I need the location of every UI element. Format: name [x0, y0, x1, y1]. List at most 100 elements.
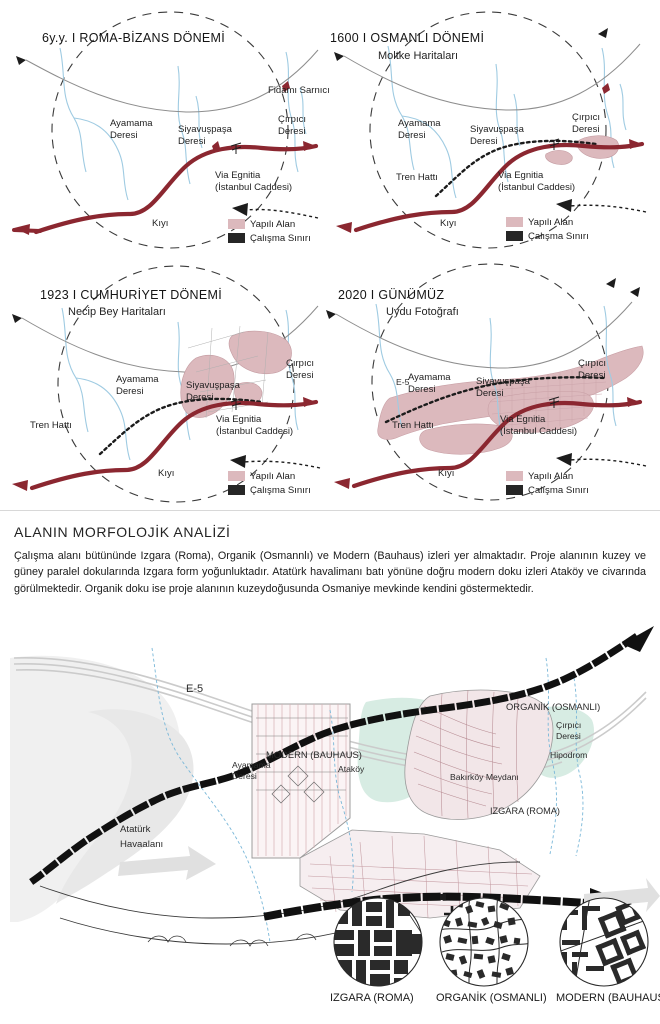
panel-2-subtitle: Moltke Haritaları	[378, 50, 459, 62]
big-site-map-svg	[10, 626, 660, 947]
label-deresi-c4: Deresi	[578, 369, 606, 381]
legend-swatch-boundary-1	[228, 233, 245, 243]
label-siyavuspasa-2: Siyavuşpaşa	[470, 124, 524, 135]
analysis-heading: ALANIN MORFOLOJİK ANALİZİ	[14, 524, 231, 540]
map-label-izgara-roma: IZGARA (ROMA)	[490, 806, 560, 816]
label-cirpici-1: Çırpıcı	[278, 114, 306, 125]
label-via-egnatia-text-2: Via Egnitia	[498, 170, 544, 181]
direction-arrow-3	[230, 455, 246, 468]
figure-ground-izgara: IZGARA (ROMA)	[330, 896, 428, 1004]
label-istanbul-caddesi-2: (İstanbul Caddesi)	[498, 181, 576, 193]
direction-arrow-4	[556, 453, 572, 466]
label-cirpici-deresi-1: Çırpıcı Deresi	[278, 114, 306, 137]
label-kiyi-2: Kıyı	[440, 218, 457, 229]
route-arrow-east-2	[629, 139, 642, 149]
figure-ground-caption-organik: ORGANİK (OSMANLI)	[436, 992, 547, 1004]
legend-panel-1: Yapılı Alan Çalışma Sınırı	[228, 218, 311, 246]
label-ayamama-deresi-4: Ayamama Deresi	[408, 372, 451, 395]
panel-3-subtitle: Necip Bey Haritaları	[68, 306, 166, 318]
direction-dotted-path-4	[569, 458, 647, 467]
label-via-egnatia-1: Via Egnitia (İstanbul Caddesi)	[215, 170, 292, 193]
stream-network-2	[387, 45, 627, 199]
route-tail-west	[12, 228, 42, 233]
legend-row-boundary-2: Çalışma Sınırı	[506, 230, 589, 242]
label-deresi-s3: Deresi	[186, 391, 214, 403]
old-coastline-2	[343, 43, 641, 111]
label-cirpici-deresi-3: Çırpıcı Deresi	[286, 358, 314, 381]
figure-ground-modern: MODERN (BAUHAUS	[556, 896, 660, 1004]
label-deresi-a4: Deresi	[408, 383, 436, 395]
study-boundary-dashed-upper	[29, 633, 639, 885]
legend-row-boundary-3: Çalışma Sınırı	[228, 484, 311, 496]
north-arrow-2b	[598, 28, 608, 38]
legend-swatch-boundary-2	[506, 231, 523, 241]
label-kiyi-3: Kıyı	[158, 468, 175, 479]
map-label-ayamama-big: Ayamama	[232, 760, 271, 770]
label-deresi-c2: Deresi	[572, 123, 600, 135]
panel-gunumuz-map	[326, 263, 647, 501]
route-arrow-east-3	[303, 397, 316, 407]
label-cirpici-deresi-2: Çırpıcı Deresi	[572, 112, 600, 135]
label-fidami-sarnici: Fidamı Sarnıcı	[268, 85, 330, 96]
figure-ground-row: IZGARA (ROMA)	[322, 896, 660, 1024]
legend-swatch-built-2	[506, 217, 523, 227]
label-istanbul-caddesi-1: (İstanbul Caddesi)	[215, 181, 293, 193]
tree-symbols-3	[230, 398, 242, 410]
legend-panel-4: Yapılı Alan Çalışma Sınırı	[506, 470, 589, 498]
north-arrows-4	[326, 278, 640, 319]
landmark-markers-2	[602, 83, 610, 94]
panel-roma-bizans-map	[12, 11, 319, 249]
label-deresi-a1: Deresi	[110, 129, 138, 141]
label-deresi-c3: Deresi	[286, 369, 314, 381]
panel-gunumuz: 2020 I GÜNÜMÜZ Uydu Fotoğrafı E-5 Ayamam…	[326, 262, 660, 530]
route-arrow-east-4	[627, 397, 640, 407]
label-cirpici-3: Çırpıcı	[286, 358, 314, 369]
railway-line-4	[384, 376, 608, 424]
legend-label-boundary-2: Çalışma Sınırı	[528, 230, 589, 242]
direction-dotted-path	[245, 208, 319, 219]
label-ayamama-1: Ayamama	[110, 118, 153, 129]
north-arrow-3	[12, 314, 22, 323]
label-siyavuspasa-deresi-4: Siyavuşpaşa Deresi	[476, 376, 530, 399]
label-istanbul-caddesi-4: (İstanbul Caddesi)	[500, 425, 578, 437]
panel-cumhuriyet-map	[12, 265, 321, 503]
route-arrow-east	[303, 141, 316, 151]
built-areas-4	[377, 345, 644, 455]
label-siyavuspasa-deresi-1: Siyavuşpaşa Deresi	[178, 124, 232, 147]
label-kiyi-1: Kıyı	[152, 218, 169, 229]
figure-ground-caption-modern: MODERN (BAUHAUS	[556, 992, 660, 1004]
analysis-paragraph: Çalışma alanı bütününde Izgara (Roma), O…	[14, 550, 646, 595]
north-arrow-2	[334, 52, 344, 61]
legend-label-boundary-1: Çalışma Sınırı	[250, 232, 311, 244]
label-ayamama-2: Ayamama	[398, 118, 441, 129]
figure-ground-izgara-diagram	[333, 897, 423, 987]
label-ayamama-3: Ayamama	[116, 374, 159, 385]
label-ayamama-deresi-1: Ayamama Deresi	[110, 118, 153, 141]
label-via-egnatia-2: Via Egnitia (İstanbul Caddesi)	[498, 170, 575, 193]
figure-ground-caption-izgara: IZGARA (ROMA)	[330, 992, 414, 1004]
label-siyavuspasa-deresi-3: Siyavuşpaşa Deresi	[186, 380, 240, 403]
tree-symbols	[230, 142, 242, 154]
label-istanbul-caddesi-3: (İstanbul Caddesi)	[216, 425, 294, 437]
map-label-deresi-ay-big: Deresi	[232, 770, 257, 781]
route-arrow-west-4	[334, 478, 350, 489]
legend-swatch-built-1	[228, 219, 245, 229]
map-label-e5: E-5	[186, 683, 204, 695]
legend-label-built-1: Yapılı Alan	[250, 218, 296, 230]
legend-label-boundary-3: Çalışma Sınırı	[250, 484, 311, 496]
railway-line-3	[98, 397, 264, 456]
legend-label-boundary-4: Çalışma Sınırı	[528, 484, 589, 496]
tree-symbols-2	[548, 138, 560, 150]
label-via-egnatia-text-3: Via Egnitia	[216, 414, 262, 425]
direction-arrow-2	[556, 199, 572, 212]
legend-swatch-boundary-3	[228, 485, 245, 495]
legend-row-boundary-4: Çalışma Sınırı	[506, 484, 589, 496]
legend-row-built-4: Yapılı Alan	[506, 470, 589, 482]
panel-4-title: 2020 I GÜNÜMÜZ	[338, 288, 445, 302]
panel-cumhuriyet: 1923 I CUMHURİYET DÖNEMİ Necip Bey Harit…	[0, 262, 330, 530]
direction-dotted-path-3	[243, 460, 321, 469]
map-label-organik-osmanli: ORGANİK (OSMANLI)	[506, 701, 601, 712]
label-ayamama-deresi-3: Ayamama Deresi	[116, 374, 159, 397]
label-e5-4: E-5	[396, 377, 410, 387]
